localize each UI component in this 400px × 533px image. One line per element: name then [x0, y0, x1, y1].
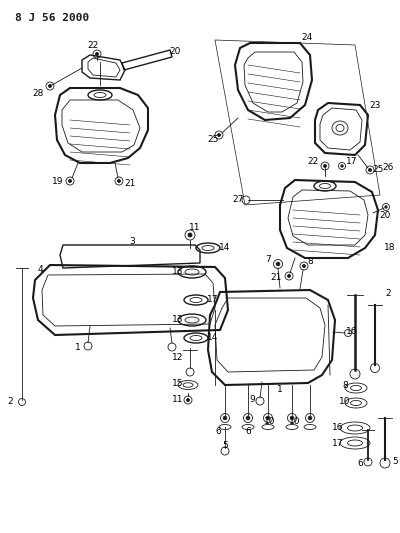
- Text: 8: 8: [307, 257, 313, 266]
- Text: 3: 3: [129, 237, 135, 246]
- Circle shape: [302, 264, 306, 268]
- Circle shape: [96, 52, 98, 55]
- Text: 6: 6: [357, 458, 363, 467]
- Circle shape: [308, 416, 312, 420]
- Text: 22: 22: [87, 42, 99, 51]
- Text: 25: 25: [372, 166, 384, 174]
- Text: 23: 23: [369, 101, 381, 109]
- Text: 19: 19: [52, 177, 64, 187]
- Text: 20: 20: [169, 47, 181, 56]
- Circle shape: [324, 165, 326, 167]
- Text: 17: 17: [332, 439, 344, 448]
- Circle shape: [246, 416, 250, 420]
- Text: 13: 13: [172, 268, 184, 277]
- Text: 27: 27: [232, 196, 244, 205]
- Text: 10: 10: [339, 398, 351, 407]
- Circle shape: [188, 233, 192, 237]
- Text: 6: 6: [245, 427, 251, 437]
- Circle shape: [186, 399, 190, 401]
- Text: 4: 4: [37, 265, 43, 274]
- Circle shape: [266, 416, 270, 420]
- Text: 7: 7: [265, 255, 271, 264]
- Circle shape: [288, 274, 290, 278]
- Text: 22: 22: [307, 157, 319, 166]
- Text: 28: 28: [32, 88, 44, 98]
- Text: 6: 6: [215, 427, 221, 437]
- Text: 25: 25: [207, 135, 219, 144]
- Text: 16: 16: [346, 327, 358, 336]
- Text: 21: 21: [270, 273, 282, 282]
- Text: 8 J 56 2000: 8 J 56 2000: [15, 13, 89, 23]
- Text: 26: 26: [382, 164, 394, 173]
- Text: 14: 14: [219, 243, 231, 252]
- Circle shape: [385, 206, 387, 208]
- Text: 10: 10: [289, 417, 301, 426]
- Text: 9: 9: [249, 395, 255, 405]
- Circle shape: [223, 416, 227, 420]
- Circle shape: [368, 168, 372, 172]
- Circle shape: [48, 85, 52, 87]
- Circle shape: [118, 180, 120, 182]
- Text: 5: 5: [222, 440, 228, 449]
- Circle shape: [68, 180, 72, 182]
- Text: 15: 15: [172, 378, 184, 387]
- Text: 12: 12: [172, 353, 184, 362]
- Text: 2: 2: [7, 398, 13, 407]
- Text: 8: 8: [342, 381, 348, 390]
- Text: 21: 21: [124, 179, 136, 188]
- Text: 10: 10: [264, 417, 276, 426]
- Text: 24: 24: [301, 33, 313, 42]
- Text: 1: 1: [75, 343, 81, 352]
- Text: 17: 17: [207, 295, 219, 303]
- Text: 11: 11: [189, 222, 201, 231]
- Text: 18: 18: [384, 244, 396, 253]
- Text: 11: 11: [172, 395, 184, 405]
- Text: 17: 17: [346, 157, 358, 166]
- Text: 5: 5: [392, 457, 398, 466]
- Text: 1: 1: [277, 385, 283, 394]
- Circle shape: [290, 416, 294, 420]
- Circle shape: [218, 133, 220, 136]
- Circle shape: [276, 262, 280, 266]
- Text: 20: 20: [379, 211, 391, 220]
- Circle shape: [341, 165, 343, 167]
- Text: 13: 13: [172, 316, 184, 325]
- Text: 14: 14: [207, 334, 219, 343]
- Text: 16: 16: [332, 424, 344, 432]
- Text: 2: 2: [385, 289, 391, 298]
